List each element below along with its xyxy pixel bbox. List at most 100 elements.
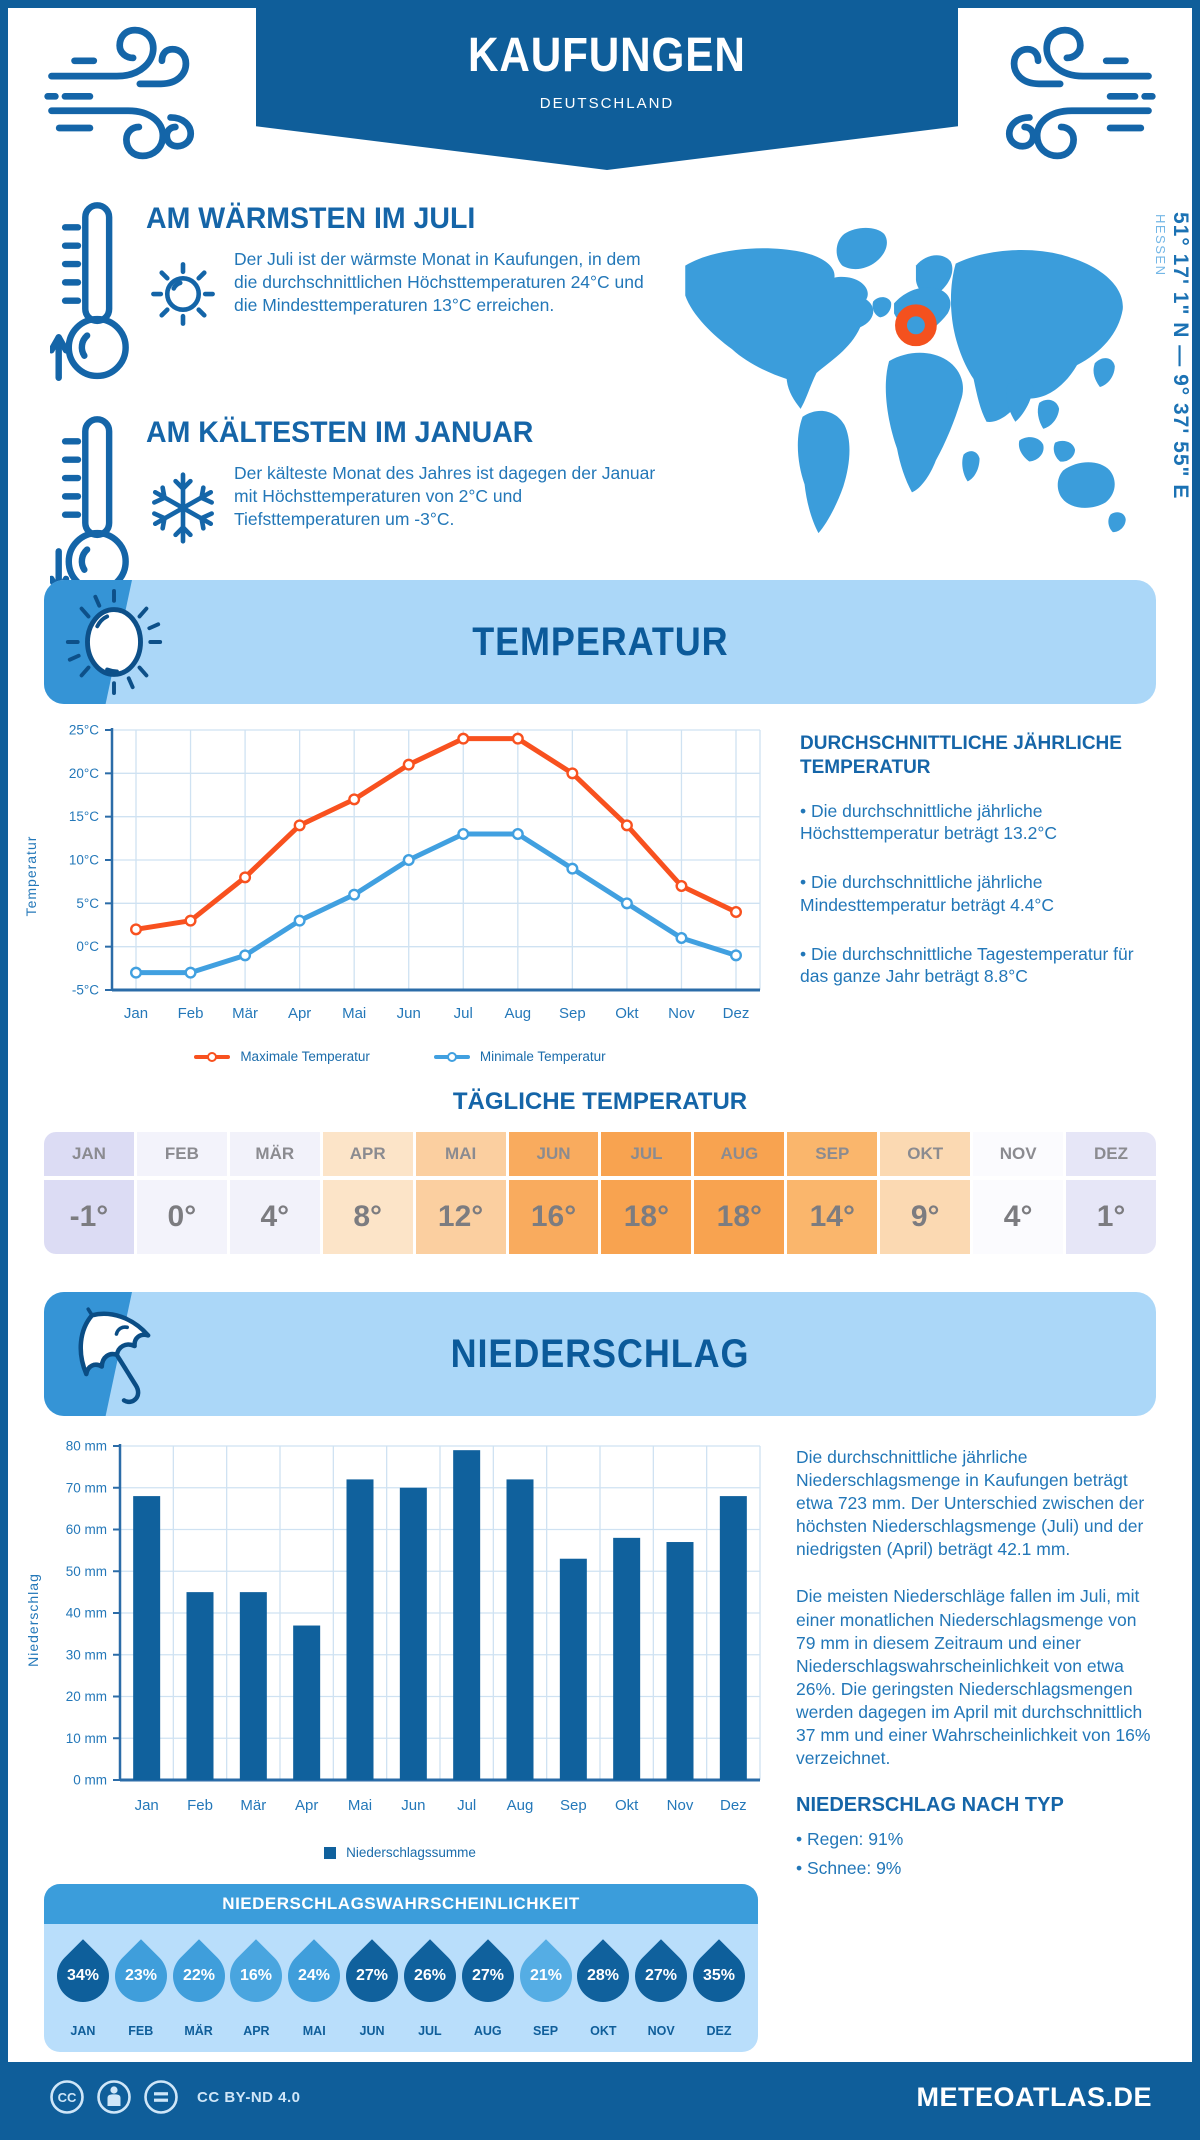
probability-drop-mai: 24% MAI [277, 1936, 351, 2038]
drop-month-label: FEB [128, 2024, 154, 2038]
drop-month-label: JUN [359, 2024, 385, 2038]
raindrop-icon: 24% [277, 1936, 351, 2016]
location-marker [895, 304, 937, 347]
svg-text:Okt: Okt [615, 1005, 639, 1022]
svg-text:Mai: Mai [348, 1797, 372, 1814]
raindrop-icon: 26% [393, 1936, 467, 2016]
svg-text:Mär: Mär [232, 1005, 258, 1022]
license-group: CC CC BY-ND 4.0 [48, 2078, 301, 2116]
precipitation-banner: NIEDERSCHLAG [44, 1292, 1156, 1416]
month-column-aug: AUG 18° [694, 1132, 785, 1254]
min-line-swatch [433, 1051, 470, 1062]
probability-value: 21% [529, 1967, 562, 1984]
svg-text:70 mm: 70 mm [66, 1480, 107, 1495]
probability-drop-sep: 21% SEP [508, 1936, 583, 2038]
precip-paragraph-2: Die meisten Niederschläge fallen im Juli… [796, 1586, 1151, 1769]
probability-drop-jan: 34% JAN [46, 1936, 120, 2038]
month-temperature-value: 16° [508, 1180, 599, 1254]
month-column-okt: OKT 9° [880, 1132, 971, 1254]
svg-text:60 mm: 60 mm [66, 1522, 107, 1537]
month-temperature-value: 9° [880, 1180, 971, 1254]
probability-value: 34% [66, 1967, 99, 1984]
drop-month-label: JUL [418, 2024, 442, 2038]
legend-item-min: Minimale Temperatur [433, 1049, 606, 1064]
svg-text:Okt: Okt [615, 1797, 639, 1814]
svg-text:Aug: Aug [504, 1005, 531, 1022]
coordinates-block: 51° 17' 1" N — 9° 37' 55" E HESSEN [1153, 212, 1192, 499]
monthly-temperature-table: JAN -1° FEB 0° MÄR 4° APR 8° MAI 12° JUN 16° JUL 18° A… [44, 1132, 1156, 1254]
region-text: HESSEN [1153, 214, 1168, 277]
drop-month-label: MÄR [184, 2024, 213, 2038]
svg-text:10°C: 10°C [69, 853, 99, 868]
site-name: METEOATLAS.DE [916, 2081, 1152, 2112]
thermometer-up-icon [50, 202, 129, 381]
drop-month-label: NOV [647, 2024, 675, 2038]
svg-text:Sep: Sep [559, 1005, 586, 1022]
month-temperature-value: 1° [1066, 1180, 1156, 1254]
svg-text:Temperatur: Temperatur [23, 836, 39, 917]
probability-value: 27% [645, 1967, 678, 1984]
probability-drop-apr: 16% APR [219, 1936, 294, 2038]
intro-section: AM WÄRMSTEN IM JULI Der Juli ist der wär… [8, 176, 1192, 595]
warmest-month-block: AM WÄRMSTEN IM JULI Der Juli ist der wär… [50, 198, 658, 386]
avg-temp-bullet-day: • Die durchschnittliche Tagestemperatur … [800, 943, 1134, 987]
raindrop-icon: 28% [566, 1936, 641, 2016]
svg-text:Jun: Jun [401, 1797, 425, 1814]
month-label: SEP [787, 1132, 878, 1176]
cc-by-icon [97, 2080, 131, 2114]
svg-text:15°C: 15°C [69, 809, 99, 824]
legend-min-label: Minimale Temperatur [479, 1049, 606, 1064]
snowflake-icon [152, 472, 214, 544]
month-label: JAN [44, 1132, 134, 1176]
header: KAUFUNGEN DEUTSCHLAND [8, 8, 1192, 176]
probability-value: 23% [124, 1967, 157, 1984]
temperature-aside: DURCHSCHNITTLICHE JÄHRLICHE TEMPERATUR •… [800, 718, 1156, 1064]
avg-temp-bullet-max: • Die durchschnittliche jährliche Höchst… [800, 800, 1057, 844]
month-label: APR [322, 1132, 413, 1176]
svg-text:20 mm: 20 mm [66, 1689, 107, 1704]
drop-month-label: SEP [533, 2024, 559, 2038]
month-label: JUN [508, 1132, 599, 1176]
month-label: FEB [136, 1132, 227, 1176]
page-title: KAUFUNGEN [468, 29, 746, 82]
raindrop-icon: 21% [508, 1936, 583, 2016]
month-column-dez: DEZ 1° [1066, 1132, 1156, 1254]
month-column-jul: JUL 18° [601, 1132, 692, 1254]
precipitation-banner-title: NIEDERSCHLAG [450, 1331, 750, 1376]
svg-text:Nov: Nov [668, 1005, 695, 1022]
intro-text-column: AM WÄRMSTEN IM JULI Der Juli ist der wär… [50, 176, 658, 595]
temperature-banner: TEMPERATUR [44, 580, 1156, 704]
month-column-mär: MÄR 4° [229, 1132, 320, 1254]
probability-drops: 34% JAN 23% FEB 22% MÄR 16% APR 24% MAI 27% JUN 26% J… [44, 1924, 758, 2052]
month-column-jan: JAN -1° [44, 1132, 134, 1254]
precipitation-chart-column: 0 mm 10 mm 20 mm 30 mm 40 mm 50 mm 60 mm 70 mm 8… [16, 1430, 784, 2052]
legend-item-max: Maximale Temperatur [194, 1049, 370, 1064]
probability-drop-dez: 35% DEZ [682, 1936, 756, 2038]
svg-text:Jul: Jul [457, 1797, 476, 1814]
svg-text:-5°C: -5°C [72, 983, 99, 998]
probability-value: 24% [298, 1967, 331, 1984]
probability-title: NIEDERSCHLAGSWAHRSCHEINLICHKEIT [44, 1884, 758, 1924]
raindrop-icon: 27% [450, 1936, 525, 2016]
month-column-mai: MAI 12° [415, 1132, 506, 1254]
month-temperature-value: 14° [787, 1180, 878, 1254]
precip-type-title: NIEDERSCHLAG NACH TYP [796, 1794, 1064, 1817]
svg-text:Sep: Sep [560, 1797, 587, 1814]
probability-value: 27% [356, 1967, 389, 1984]
legend-item-sum: Niederschlagssumme [324, 1845, 476, 1860]
svg-text:30 mm: 30 mm [66, 1647, 107, 1662]
world-map [685, 227, 1126, 534]
coldest-month-block: AM KÄLTESTEN IM JANUAR Der kälteste Mona… [50, 412, 658, 600]
probability-drop-jun: 27% JUN [335, 1936, 409, 2038]
warmest-title: AM WÄRMSTEN IM JULI [146, 202, 476, 235]
temperature-section: -5°C 0°C 5°C 10°C 15°C 20°C 25°C Jan Feb Mär Apr Ma… [8, 704, 1192, 1065]
probability-drop-nov: 27% NOV [624, 1936, 698, 2038]
probability-drop-jul: 26% JUL [393, 1936, 467, 2038]
month-temperature-value: 8° [322, 1180, 413, 1254]
footer: CC CC BY-ND 4.0 METEOATLAS.DE [8, 2062, 1192, 2132]
sun-badge-icon [65, 588, 163, 696]
month-column-nov: NOV 4° [973, 1132, 1064, 1254]
svg-text:5°C: 5°C [76, 896, 99, 911]
avg-temp-title: DURCHSCHNITTLICHE JÄHRLICHE TEMPERATUR [800, 733, 1122, 778]
svg-text:Feb: Feb [187, 1797, 213, 1814]
